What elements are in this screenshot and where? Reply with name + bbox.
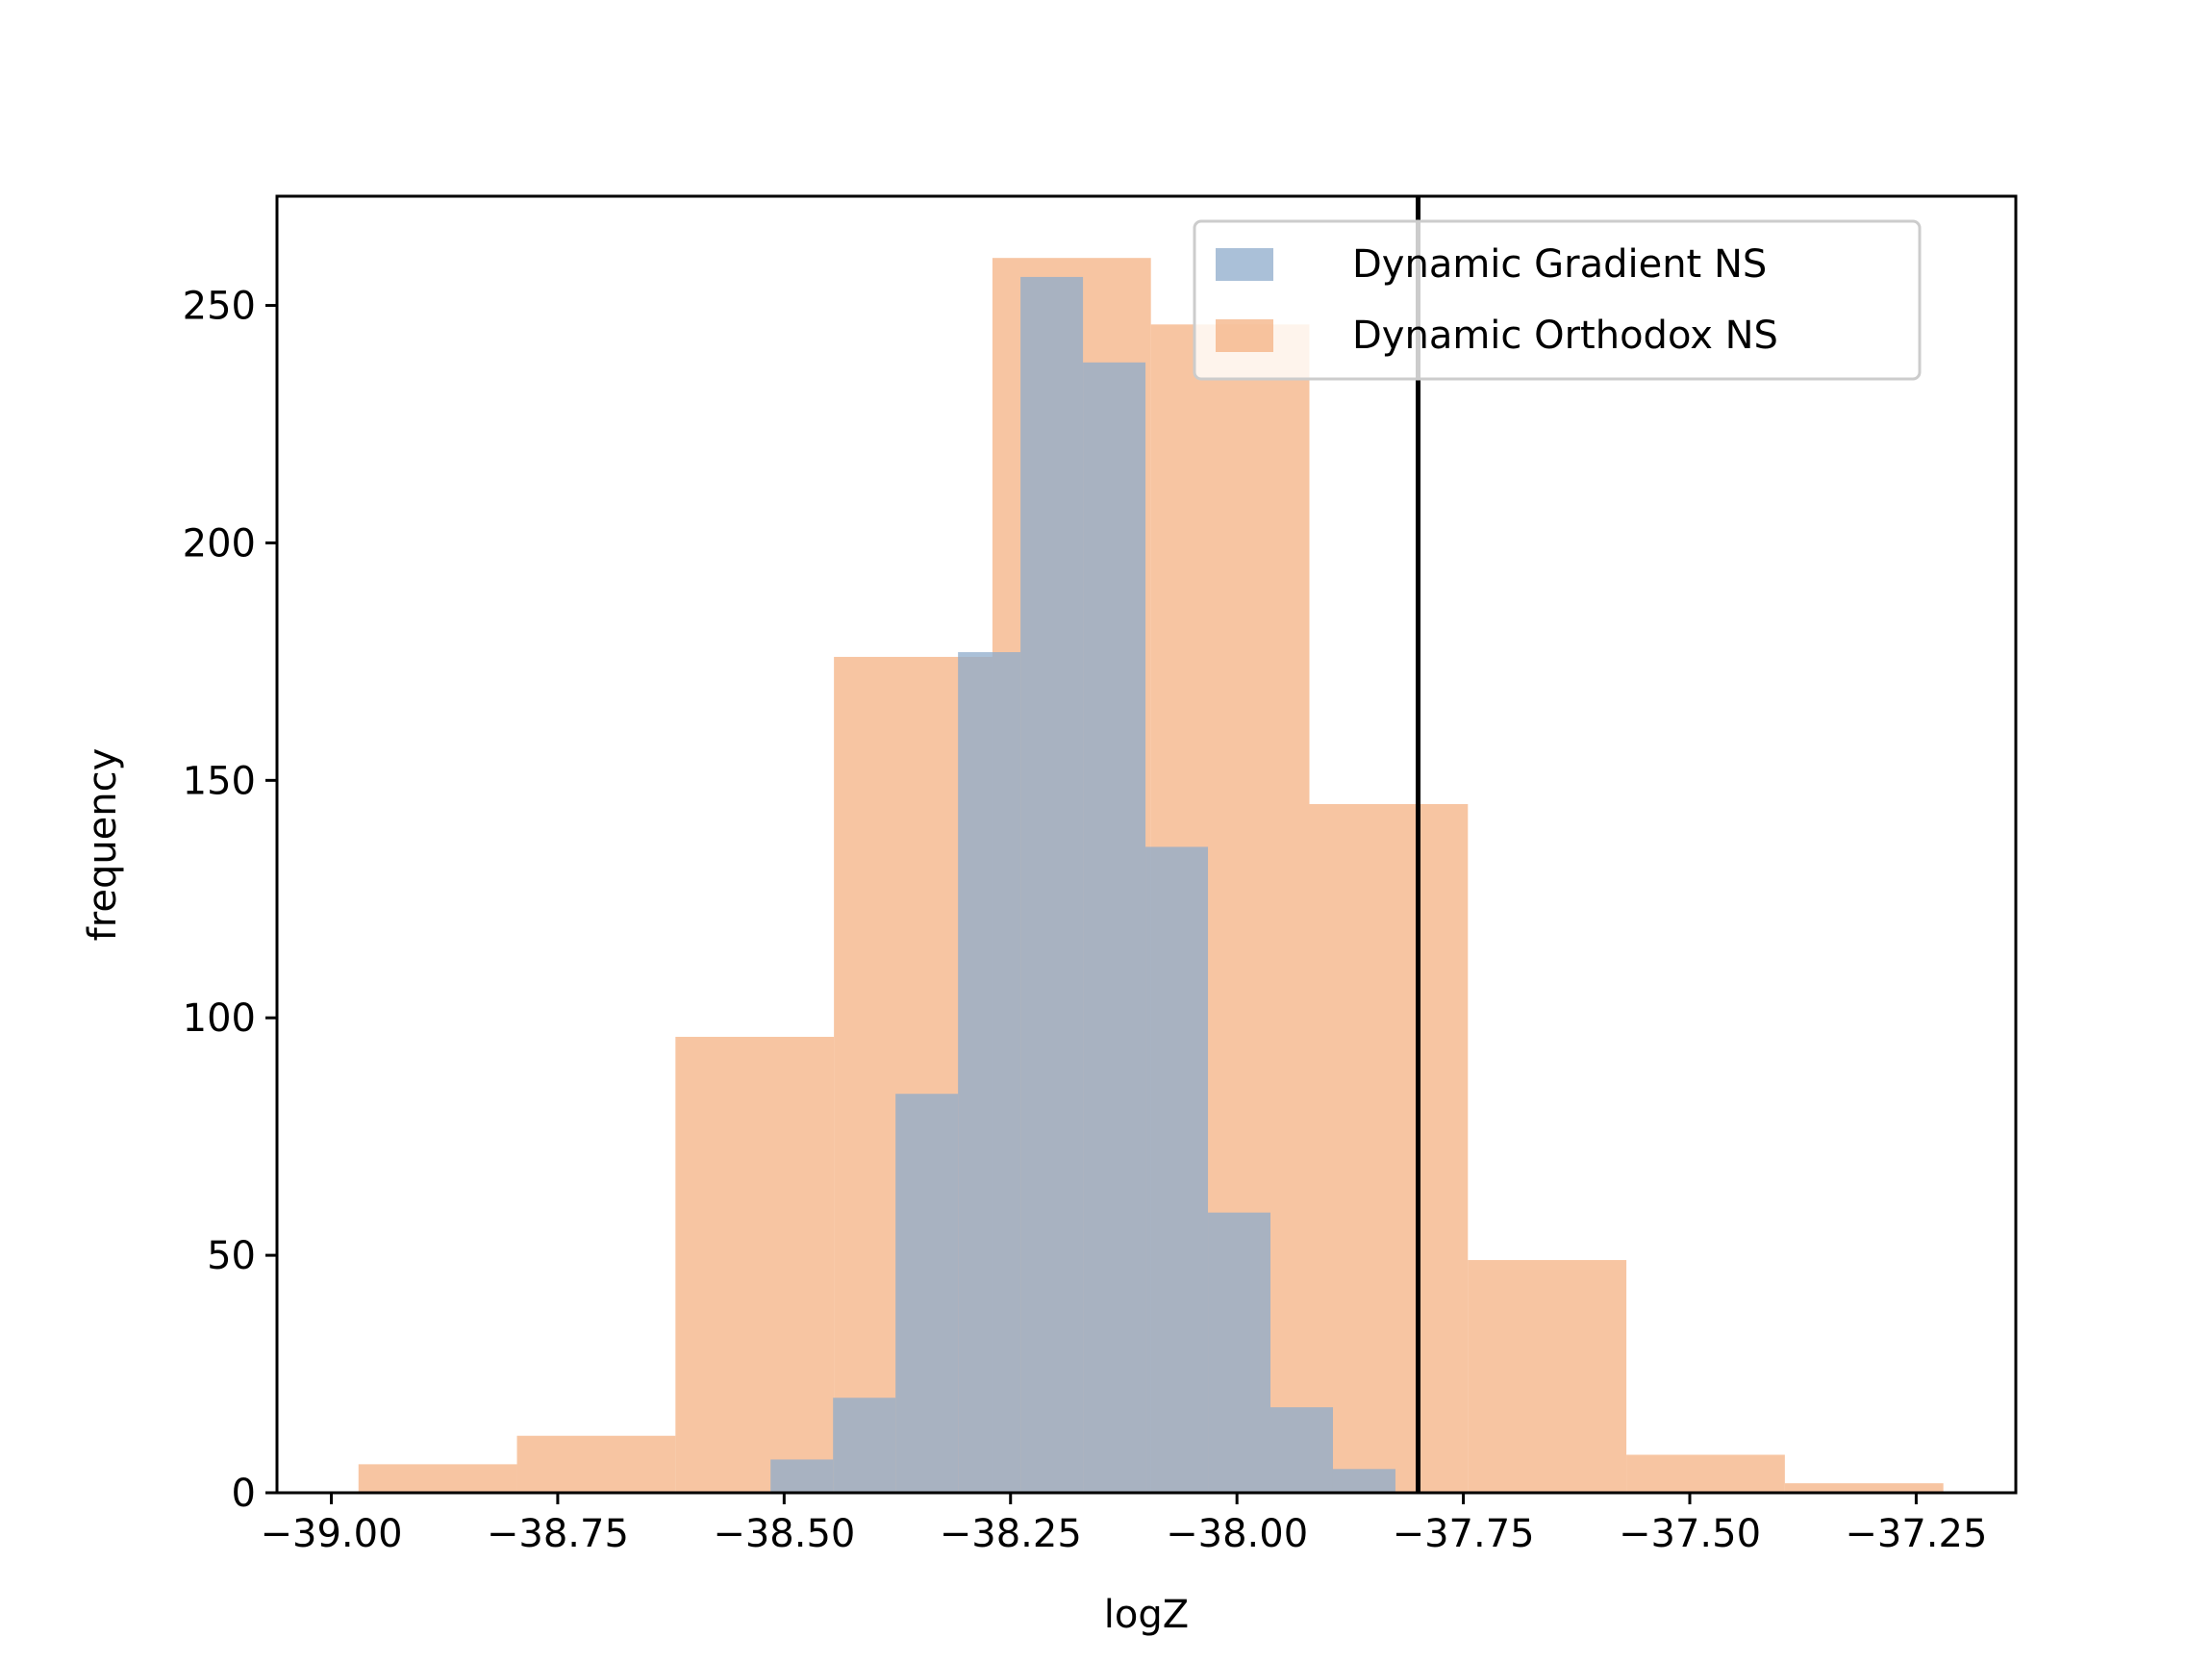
histogram-bar [1784, 1483, 1944, 1493]
histogram-bar [1309, 804, 1469, 1493]
y-tick-label: 0 [232, 1472, 256, 1516]
series-dynamic-gradient-ns [770, 276, 1395, 1493]
x-tick-label: −39.00 [260, 1512, 402, 1556]
x-tick-label: −38.75 [487, 1512, 629, 1556]
histogram-bar [770, 1459, 834, 1493]
y-axis: 0 50 100 150 200 250 [183, 285, 277, 1516]
plot-frame [275, 194, 2018, 1495]
y-tick-label: 200 [183, 521, 256, 566]
histogram-bar [1145, 846, 1209, 1493]
x-tick-label: −37.25 [1845, 1512, 1987, 1556]
legend-label: Dynamic Gradient NS [1352, 242, 1767, 287]
histogram-bar [358, 1464, 517, 1493]
x-tick-label: −38.25 [940, 1512, 1082, 1556]
histogram-bar [833, 1398, 896, 1493]
x-axis-title: logZ [1104, 1593, 1189, 1637]
histogram-bar [1208, 1212, 1271, 1493]
y-tick-label: 50 [207, 1234, 256, 1278]
histogram-bar [516, 1435, 676, 1493]
x-tick-label: −37.50 [1619, 1512, 1761, 1556]
legend-label: Dynamic Orthodox NS [1352, 314, 1778, 358]
histogram-bar [1270, 1407, 1333, 1493]
histogram-bar [675, 1036, 835, 1493]
histogram-bar [895, 1094, 959, 1493]
y-tick-label: 150 [183, 759, 256, 803]
x-tick-label: −37.75 [1393, 1512, 1535, 1556]
legend-swatch [1216, 248, 1273, 281]
legend: Dynamic Gradient NS Dynamic Orthodox NS [1193, 219, 1922, 381]
y-tick-label: 100 [183, 996, 256, 1041]
histogram-bar [1332, 1469, 1395, 1493]
bars-layer [358, 258, 1944, 1494]
histogram-bar [958, 652, 1021, 1493]
histogram-bar [1083, 362, 1146, 1493]
y-axis-title: frequency [81, 748, 125, 942]
histogram-bar [1020, 276, 1084, 1493]
x-axis: −39.00 −38.75 −38.50 −38.25 −38.00 −37.75 −37.… [260, 1493, 1987, 1556]
legend-swatch [1216, 319, 1273, 352]
x-tick-label: −38.50 [713, 1512, 855, 1556]
histogram-bar [1468, 1260, 1627, 1493]
legend-box [1193, 219, 1922, 381]
y-tick-label: 250 [183, 285, 256, 329]
x-tick-label: −38.00 [1166, 1512, 1308, 1556]
histogram-bar [1626, 1454, 1785, 1493]
